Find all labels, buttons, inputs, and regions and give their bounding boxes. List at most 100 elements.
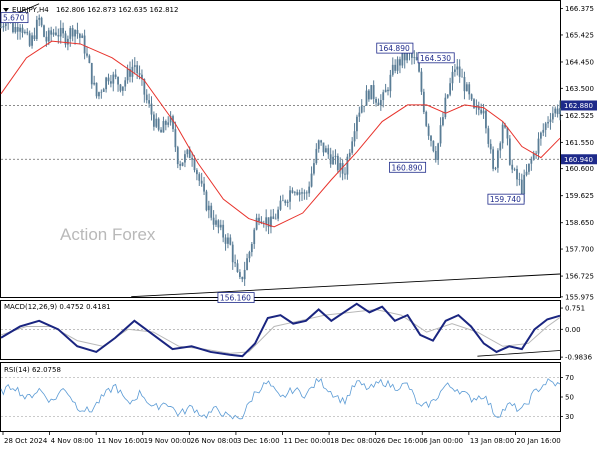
annotation-box (417, 52, 455, 64)
candle-body (320, 140, 323, 143)
candle-body (523, 174, 526, 195)
candle-body (28, 33, 31, 46)
candle-body (23, 31, 26, 33)
candle-body (162, 121, 165, 133)
candle-body (537, 138, 540, 154)
candle-body (293, 192, 296, 193)
candle-body (324, 148, 327, 153)
macd-tick-label: 0.00 (565, 326, 581, 334)
macd-line (0, 302, 561, 358)
candle-body (200, 180, 203, 184)
candle-body (50, 30, 53, 35)
candle-body (205, 191, 208, 211)
candle-body (21, 27, 24, 33)
candle-body (477, 106, 480, 110)
candle-body (298, 192, 301, 195)
candle-body (100, 91, 103, 93)
candle-body (458, 66, 461, 77)
candle-body (198, 174, 201, 181)
candle-body (160, 129, 162, 133)
annotation-box (389, 161, 427, 173)
time-tick-label: 18 Dec 08:00 (330, 437, 377, 445)
annotation-box (0, 12, 29, 24)
candle-body (286, 201, 289, 204)
candle-body (102, 89, 105, 92)
candle-body (415, 57, 418, 61)
candle-body (57, 34, 60, 37)
candle-body (215, 220, 217, 225)
candle-body (124, 80, 127, 87)
candle-body (353, 131, 356, 142)
candle-body (348, 152, 351, 157)
candle-body (465, 84, 468, 92)
candle-body (64, 33, 67, 45)
candle-body (420, 71, 423, 92)
price-tick-label: 161.550 (565, 139, 594, 147)
candle-body (155, 118, 158, 127)
candle-body (394, 64, 397, 71)
candle-body (291, 190, 294, 193)
candle-body (356, 116, 358, 132)
candle-body (473, 99, 475, 108)
candle-body (344, 173, 346, 175)
candle-body (12, 19, 14, 33)
candle-body (336, 155, 339, 171)
candle-body (396, 59, 399, 71)
candle-body (346, 156, 349, 175)
price-tick-label: 160.600 (565, 165, 594, 173)
candle-body (112, 74, 115, 84)
candle-body (47, 30, 50, 42)
candle-body (511, 164, 514, 170)
candle-body (69, 28, 72, 39)
candle-body (98, 92, 100, 97)
candle-body (184, 154, 186, 163)
price-tick-label: 157.700 (565, 246, 594, 254)
candle-body (391, 64, 394, 75)
candle-body (59, 27, 62, 37)
candle-body (468, 84, 471, 95)
price-tick-label: 162.525 (565, 112, 594, 120)
candle-body (332, 156, 334, 165)
candle-body (413, 57, 416, 58)
candle-body (305, 192, 308, 194)
candle-body (334, 155, 337, 157)
symbol-dropdown-icon[interactable] (3, 8, 9, 12)
candle-body (35, 19, 38, 40)
candle-body (480, 109, 483, 114)
candle-body (174, 129, 177, 148)
candle-body (191, 157, 194, 160)
candle-body (406, 51, 409, 61)
candle-body (222, 224, 225, 238)
time-tick-label: 26 Dec 16:00 (377, 437, 424, 445)
candle-body (444, 97, 447, 118)
level-price-tag: 160.940 (561, 154, 597, 165)
time-tick-label: 26 Nov 08:00 (190, 437, 237, 445)
candle-body (126, 69, 129, 81)
candle-body (329, 154, 332, 165)
time-tick-label: 4 Nov 08:00 (51, 437, 94, 445)
candle-body (31, 35, 33, 46)
candle-body (150, 103, 153, 115)
candle-body (358, 112, 361, 117)
candle-body (172, 116, 174, 130)
candle-body (231, 244, 234, 263)
candle-body (313, 163, 315, 174)
candle-body (105, 77, 108, 90)
candle-body (401, 52, 404, 66)
candle-body (145, 94, 148, 101)
candle-body (489, 143, 492, 150)
candle-body (148, 100, 151, 104)
candle-body (516, 168, 518, 180)
candle-body (551, 113, 554, 120)
annotation-label: 156.160 (220, 294, 251, 303)
candle-body (76, 29, 79, 34)
candle-body (542, 129, 545, 133)
candle-body (453, 69, 456, 72)
rsi-tick-label: 50 (565, 394, 574, 402)
candle-body (451, 71, 454, 84)
candle-body (327, 148, 330, 155)
candle-body (379, 100, 382, 106)
candle-body (425, 111, 428, 126)
last-price-tag-text: 162.880 (564, 102, 593, 110)
